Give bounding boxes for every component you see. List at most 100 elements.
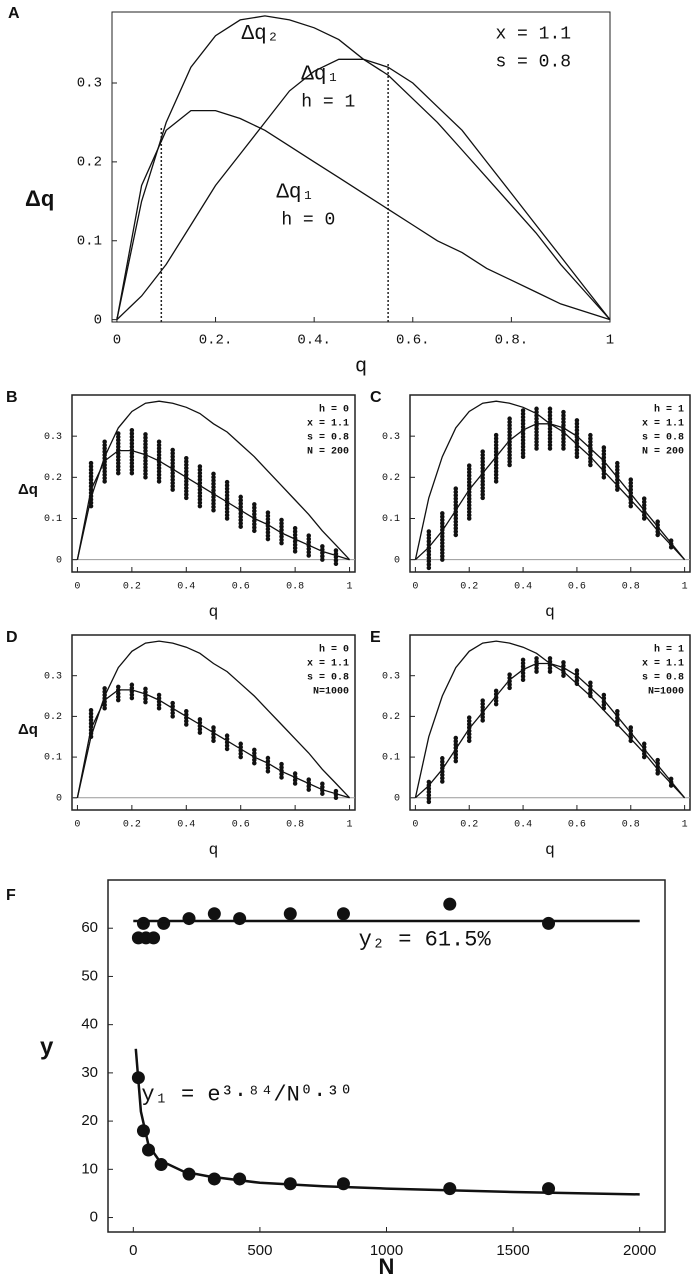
x-tick-label: 0.2. bbox=[199, 333, 233, 349]
x-tick-label: 0.2 bbox=[123, 582, 141, 593]
panel-label: D bbox=[6, 629, 18, 646]
annotation: N=1000 bbox=[648, 687, 684, 698]
point bbox=[157, 916, 171, 930]
annotation: y₂ = 61.5% bbox=[359, 928, 492, 953]
curve bbox=[76, 400, 351, 561]
y-tick-label: 0.3 bbox=[382, 432, 400, 443]
plot-frame bbox=[409, 634, 691, 811]
panel-label: F bbox=[6, 887, 16, 904]
x-tick-label: 0 bbox=[74, 820, 80, 831]
point bbox=[233, 912, 247, 926]
plot-frame bbox=[71, 394, 356, 573]
y-tick-label: 0.3 bbox=[382, 671, 400, 682]
point bbox=[182, 912, 196, 926]
y-tick-label: 0.2 bbox=[77, 155, 102, 171]
panel-label: E bbox=[370, 629, 381, 646]
annotation: h = 0 bbox=[281, 210, 335, 230]
x-tick-label: 1500 bbox=[496, 1242, 529, 1259]
y-tick-label: 0 bbox=[394, 793, 400, 804]
x-tick-label: 0.6 bbox=[568, 820, 586, 831]
annotation: h = 0 bbox=[319, 644, 349, 656]
annotation: x = 1.1 bbox=[495, 24, 571, 44]
curve bbox=[76, 449, 350, 561]
annotation: y₁ = e³·⁸⁴/N⁰·³⁰ bbox=[141, 1083, 352, 1108]
annotation: h = 1 bbox=[654, 644, 684, 656]
x-tick-label: 500 bbox=[247, 1242, 272, 1259]
x-tick-label: 0.4 bbox=[514, 582, 532, 593]
x-axis-label: N bbox=[379, 1254, 395, 1279]
x-axis-label: q bbox=[209, 603, 218, 620]
point bbox=[336, 907, 350, 921]
y-tick-label: 0.1 bbox=[382, 753, 400, 764]
panel-label: B bbox=[6, 389, 18, 406]
annotation: h = 1 bbox=[301, 93, 355, 113]
curve bbox=[76, 689, 350, 799]
y-tick-label: 0.1 bbox=[77, 233, 102, 249]
y-tick-label: 0 bbox=[56, 793, 62, 804]
panel-label: C bbox=[370, 389, 382, 406]
point bbox=[147, 931, 161, 945]
x-tick-label: 1 bbox=[682, 820, 688, 831]
x-tick-label: 0.2 bbox=[460, 582, 478, 593]
x-tick-label: 1 bbox=[347, 820, 353, 831]
x-tick-label: 1 bbox=[606, 333, 614, 349]
x-tick-label: 0.6 bbox=[232, 582, 250, 593]
curve-label: Δq₁ bbox=[276, 181, 314, 204]
y-tick-label: 60 bbox=[81, 919, 98, 936]
y-tick-label: 0.2 bbox=[382, 473, 400, 484]
x-tick-label: 0.2 bbox=[123, 820, 141, 831]
plot-frame bbox=[111, 11, 611, 323]
x-tick-label: 0 bbox=[412, 820, 418, 831]
y-tick-label: 0 bbox=[94, 312, 102, 328]
x-tick-label: 0.4. bbox=[297, 333, 331, 349]
point bbox=[136, 916, 150, 930]
annotation: N = 200 bbox=[307, 447, 349, 458]
x-tick-label: 0.8. bbox=[495, 333, 529, 349]
x-axis-label: q bbox=[546, 841, 555, 858]
point bbox=[207, 1172, 221, 1186]
y-tick-label: 0.3 bbox=[77, 76, 102, 92]
y-tick-label: 0.1 bbox=[44, 514, 62, 525]
curve bbox=[414, 662, 686, 799]
annotation: s = 0.8 bbox=[307, 673, 349, 684]
x-tick-label: 0 bbox=[129, 1242, 137, 1259]
point bbox=[443, 1182, 457, 1196]
y-axis-label: Δq bbox=[18, 721, 38, 738]
y-tick-label: 0 bbox=[56, 555, 62, 566]
annotation: s = 0.8 bbox=[642, 673, 684, 684]
annotation: s = 0.8 bbox=[307, 433, 349, 444]
curve-label: Δq₁ bbox=[301, 64, 339, 87]
y-tick-label: 0.2 bbox=[382, 712, 400, 723]
annotation: s = 0.8 bbox=[642, 433, 684, 444]
point bbox=[233, 1172, 247, 1186]
annotation: N=1000 bbox=[313, 687, 349, 698]
curve bbox=[116, 58, 611, 321]
x-tick-label: 0.6 bbox=[232, 820, 250, 831]
annotation: x = 1.1 bbox=[642, 659, 684, 670]
annotation: x = 1.1 bbox=[307, 419, 349, 430]
point bbox=[542, 916, 556, 930]
x-tick-label: 0.8 bbox=[622, 582, 640, 593]
y-tick-label: 20 bbox=[81, 1112, 98, 1129]
y-tick-label: 0.1 bbox=[382, 514, 400, 525]
y-tick-label: 0.3 bbox=[44, 671, 62, 682]
y-tick-label: 0.1 bbox=[44, 753, 62, 764]
plot-frame bbox=[409, 394, 691, 573]
point bbox=[207, 907, 221, 921]
x-tick-label: 0.4 bbox=[177, 582, 195, 593]
x-tick-label: 0 bbox=[74, 582, 80, 593]
x-tick-label: 1 bbox=[682, 582, 688, 593]
x-tick-label: 1000 bbox=[370, 1242, 403, 1259]
annotation: N = 200 bbox=[642, 447, 684, 458]
point bbox=[443, 897, 457, 911]
y-axis-label: Δq bbox=[18, 481, 38, 498]
x-tick-label: 0.8 bbox=[622, 820, 640, 831]
annotation: x = 1.1 bbox=[642, 419, 684, 430]
plot-frame bbox=[71, 634, 356, 811]
annotation: h = 1 bbox=[654, 404, 684, 416]
y-tick-label: 0 bbox=[90, 1209, 98, 1226]
panel-label: A bbox=[8, 5, 20, 22]
y-tick-label: 0 bbox=[394, 555, 400, 566]
y-tick-label: 40 bbox=[81, 1016, 98, 1033]
y-axis-label: Δq bbox=[25, 186, 54, 211]
